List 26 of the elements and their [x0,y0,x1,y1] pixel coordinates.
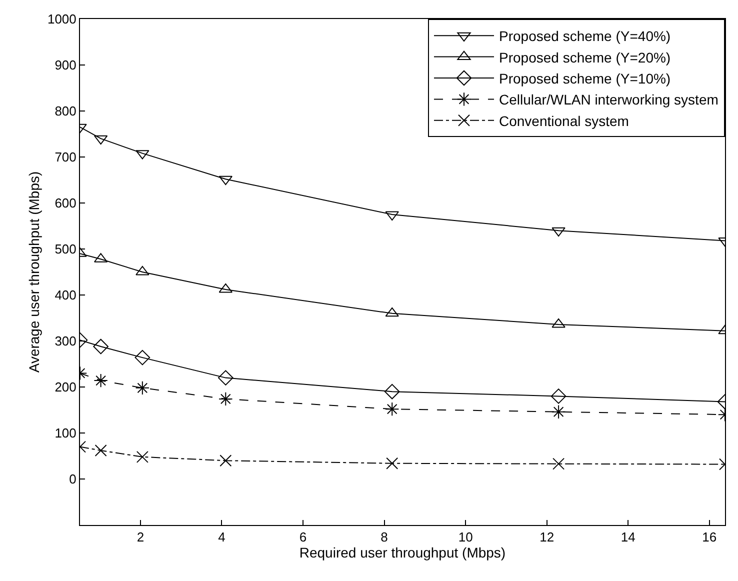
y-tick-label: 800 [54,104,76,119]
x-tick-label: 2 [136,530,144,545]
x-tick-label: 8 [380,530,388,545]
y-tick-label: 200 [54,380,76,395]
y-tick-label: 500 [54,242,76,257]
y-tick-label: 700 [54,150,76,165]
x-axis-title: Required user throughput (Mbps) [299,544,506,561]
y-tick-label: 1000 [47,12,76,27]
y-tick-label: 900 [54,58,76,73]
x-tick-label: 16 [702,530,717,545]
legend-label: Proposed scheme (Y=40%) [499,28,671,44]
y-axis-title: Average user throughput (Mbps) [26,171,42,373]
legend-label: Cellular/WLAN interworking system [499,92,718,108]
legend-label: Conventional system [499,112,629,129]
x-tick-label: 6 [299,530,307,545]
y-tick-label: 600 [54,196,76,211]
x-tick-label: 10 [458,530,473,545]
y-tick-label: 0 [69,472,76,487]
y-tick-label: 300 [54,334,76,349]
y-tick-label: 100 [54,426,76,441]
x-tick-label: 4 [218,530,226,545]
x-tick-label: 14 [620,530,636,545]
x-tick-label: 12 [540,530,554,545]
legend-label: Proposed scheme (Y=20%) [499,49,671,66]
y-tick-label: 400 [54,288,76,303]
legend-label: Proposed scheme (Y=10%) [499,70,671,86]
